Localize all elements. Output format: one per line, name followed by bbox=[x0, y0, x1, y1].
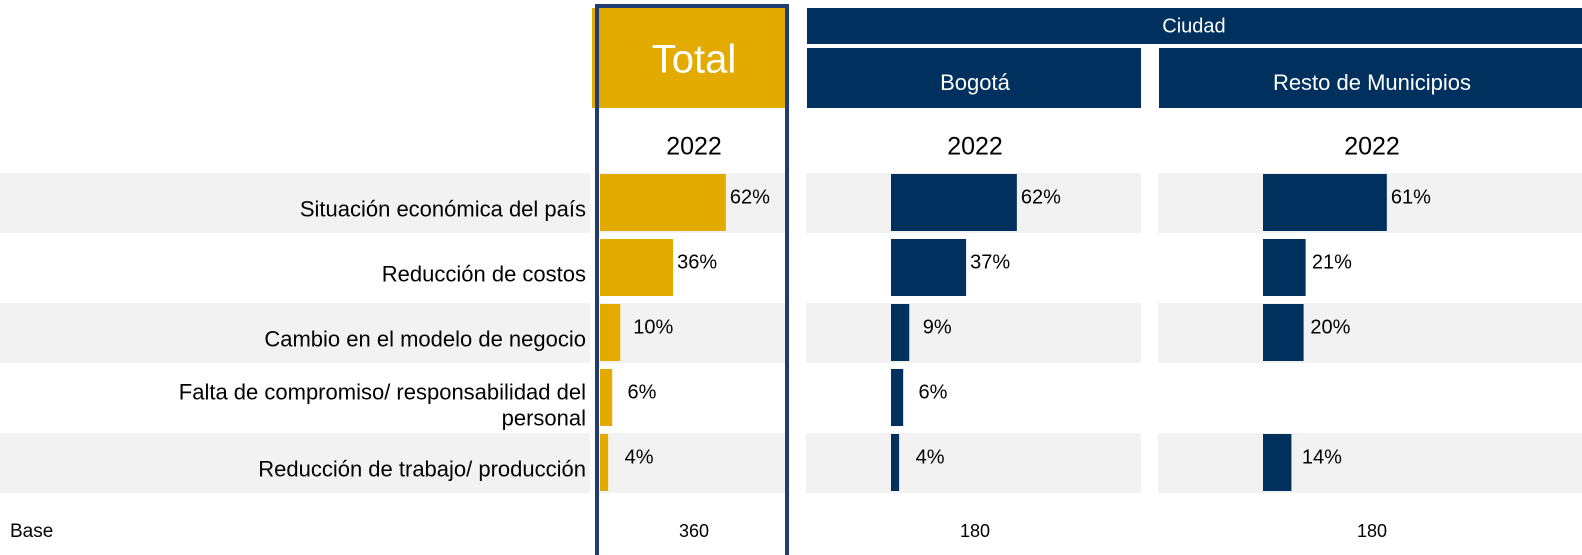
panel-header-bg bbox=[807, 48, 1141, 108]
value-label: 9% bbox=[923, 316, 952, 338]
base-label: Base bbox=[10, 521, 53, 542]
base-value: 180 bbox=[1357, 521, 1387, 541]
bar bbox=[600, 434, 609, 491]
group-header-bg bbox=[807, 8, 1582, 44]
value-label: 37% bbox=[970, 251, 1010, 273]
value-label: 6% bbox=[919, 381, 948, 403]
bar bbox=[600, 174, 726, 231]
bar bbox=[891, 369, 904, 426]
bar bbox=[891, 174, 1017, 231]
bar bbox=[891, 239, 967, 296]
bar bbox=[600, 369, 613, 426]
bar bbox=[600, 304, 621, 361]
category-label: Reducción de costos bbox=[382, 261, 586, 286]
value-label: 62% bbox=[730, 186, 770, 208]
value-label: 4% bbox=[625, 446, 654, 468]
panel-header: Total bbox=[652, 38, 737, 82]
row-band bbox=[0, 303, 590, 363]
panel-header: Bogotá bbox=[940, 70, 1010, 95]
value-label: 20% bbox=[1310, 316, 1350, 338]
base-value: 360 bbox=[679, 521, 709, 541]
bar bbox=[600, 239, 674, 296]
panel-header-bg bbox=[1159, 48, 1582, 108]
category-label: Cambio en el modelo de negocio bbox=[264, 326, 586, 351]
year-label: 2022 bbox=[1344, 133, 1400, 161]
panel-header-bg bbox=[592, 8, 788, 108]
value-label: 4% bbox=[916, 446, 945, 468]
value-label: 36% bbox=[677, 251, 717, 273]
row-band bbox=[806, 303, 1141, 363]
category-label: Falta de compromiso/ responsabilidad del… bbox=[179, 379, 586, 430]
row-band bbox=[598, 303, 788, 363]
year-label: 2022 bbox=[947, 133, 1003, 161]
value-label: 62% bbox=[1021, 186, 1061, 208]
row-band bbox=[806, 433, 1141, 493]
bar bbox=[1263, 174, 1387, 231]
base-value: 180 bbox=[960, 521, 990, 541]
value-label: 21% bbox=[1312, 251, 1352, 273]
row-band bbox=[1158, 433, 1582, 493]
row-band bbox=[598, 433, 788, 493]
panel-header: Resto de Municipios bbox=[1273, 70, 1471, 95]
value-label: 14% bbox=[1302, 446, 1342, 468]
row-band bbox=[0, 173, 590, 233]
category-label: Reducción de trabajo/ producción bbox=[258, 456, 586, 481]
bar bbox=[1263, 434, 1292, 491]
bar bbox=[1263, 239, 1306, 296]
year-label: 2022 bbox=[666, 133, 722, 161]
value-label: 10% bbox=[633, 316, 673, 338]
row-band bbox=[0, 433, 590, 493]
total-outline bbox=[595, 4, 789, 555]
bar bbox=[891, 434, 900, 491]
bar bbox=[1263, 304, 1304, 361]
value-label: 61% bbox=[1391, 186, 1431, 208]
bar bbox=[891, 304, 910, 361]
value-label: 6% bbox=[628, 381, 657, 403]
row-band bbox=[1158, 303, 1582, 363]
category-label: Situación económica del país bbox=[300, 196, 586, 221]
group-header: Ciudad bbox=[1162, 15, 1225, 37]
